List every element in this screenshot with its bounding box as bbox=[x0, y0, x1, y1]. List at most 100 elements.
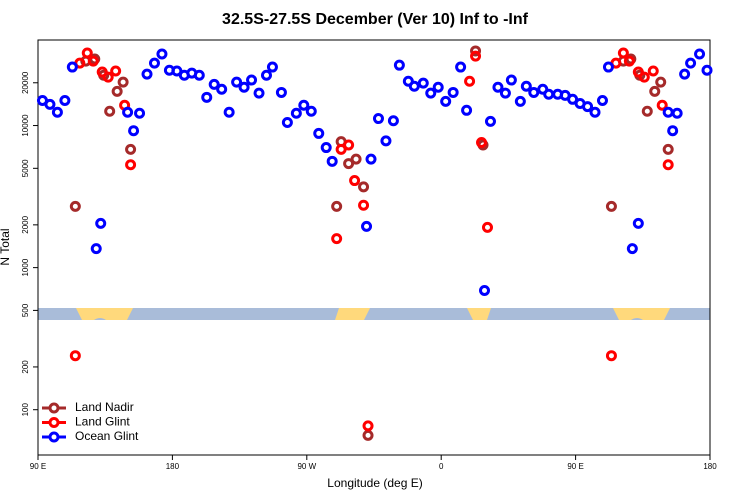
data-point bbox=[117, 76, 129, 88]
legend-label: Land Glint bbox=[75, 415, 130, 429]
data-point bbox=[662, 106, 674, 118]
data-point bbox=[51, 106, 63, 118]
data-point bbox=[266, 61, 278, 73]
data-point bbox=[87, 55, 99, 67]
data-point bbox=[326, 155, 338, 167]
data-point bbox=[589, 106, 601, 118]
data-point bbox=[246, 74, 258, 86]
data-point bbox=[671, 107, 683, 119]
data-point bbox=[499, 87, 511, 99]
data-point bbox=[623, 55, 635, 67]
data-point bbox=[408, 80, 420, 92]
data-point bbox=[461, 104, 473, 116]
data-point bbox=[69, 200, 81, 212]
data-point bbox=[111, 85, 123, 97]
data-point bbox=[358, 181, 370, 193]
data-point bbox=[632, 217, 644, 229]
data-point bbox=[104, 105, 116, 117]
y-tick-label: 1000 bbox=[21, 258, 30, 276]
data-point bbox=[626, 243, 638, 255]
y-tick-label: 5000 bbox=[21, 159, 30, 177]
data-point bbox=[44, 98, 56, 110]
data-point bbox=[662, 159, 674, 171]
data-point bbox=[685, 57, 697, 69]
data-point bbox=[193, 69, 205, 81]
x-axis-label: Longitude (deg E) bbox=[327, 476, 422, 490]
data-point bbox=[238, 81, 250, 93]
data-point bbox=[667, 125, 679, 137]
data-point bbox=[148, 57, 160, 69]
data-point bbox=[464, 75, 476, 87]
data-point bbox=[331, 200, 343, 212]
data-point bbox=[320, 142, 332, 154]
data-point bbox=[358, 199, 370, 211]
data-point bbox=[223, 106, 235, 118]
data-point bbox=[649, 85, 661, 97]
surface-strip bbox=[38, 308, 710, 320]
data-point bbox=[605, 200, 617, 212]
data-point bbox=[470, 45, 482, 57]
data-point bbox=[81, 47, 93, 59]
data-point bbox=[298, 99, 310, 111]
legend-marker bbox=[48, 402, 60, 414]
data-point bbox=[656, 99, 668, 111]
data-point bbox=[95, 217, 107, 229]
data-point bbox=[141, 68, 153, 80]
data-point bbox=[425, 87, 437, 99]
y-tick-label: 2000 bbox=[21, 215, 30, 233]
data-point bbox=[417, 77, 429, 89]
data-point bbox=[694, 48, 706, 60]
data-point bbox=[96, 66, 108, 78]
data-point bbox=[662, 143, 674, 155]
data-point bbox=[260, 69, 272, 81]
data-point bbox=[134, 107, 146, 119]
data-point bbox=[102, 71, 114, 83]
data-point bbox=[655, 76, 667, 88]
y-tick-label: 500 bbox=[21, 303, 30, 317]
x-tick-label: 180 bbox=[166, 462, 180, 471]
x-tick-label: 90 W bbox=[297, 462, 316, 471]
data-point bbox=[122, 106, 134, 118]
data-point bbox=[208, 78, 220, 90]
data-point bbox=[543, 88, 555, 100]
x-tick-label: 0 bbox=[439, 462, 444, 471]
data-point bbox=[514, 95, 526, 107]
data-point bbox=[290, 107, 302, 119]
y-tick-label: 20000 bbox=[21, 71, 30, 94]
data-point bbox=[361, 220, 373, 232]
y-tick-label: 100 bbox=[21, 402, 30, 416]
legend-marker bbox=[48, 431, 60, 443]
data-point bbox=[281, 117, 293, 129]
data-point bbox=[313, 127, 325, 139]
data-point bbox=[125, 159, 137, 171]
data-point bbox=[125, 143, 137, 155]
data-point bbox=[362, 420, 374, 432]
data-point bbox=[481, 221, 493, 233]
data-point bbox=[393, 59, 405, 71]
data-point bbox=[156, 48, 168, 60]
data-point bbox=[90, 243, 102, 255]
data-point bbox=[59, 95, 71, 107]
data-point bbox=[110, 65, 122, 77]
data-point bbox=[484, 115, 496, 127]
data-point bbox=[647, 65, 659, 77]
data-point bbox=[641, 105, 653, 117]
data-point bbox=[365, 153, 377, 165]
legend-marker bbox=[48, 417, 60, 428]
x-tick-label: 90 E bbox=[30, 462, 46, 471]
data-point bbox=[520, 80, 532, 92]
data-point bbox=[343, 158, 355, 170]
x-tick-label: 180 bbox=[703, 462, 717, 471]
data-point bbox=[350, 153, 362, 165]
data-point bbox=[201, 91, 213, 103]
data-point bbox=[387, 115, 399, 127]
data-point bbox=[605, 350, 617, 362]
data-point bbox=[128, 125, 140, 137]
y-tick-label: 10000 bbox=[21, 114, 30, 137]
data-point bbox=[305, 105, 317, 117]
data-point bbox=[701, 64, 713, 76]
data-point bbox=[372, 113, 384, 125]
data-point bbox=[349, 175, 361, 187]
plot-frame bbox=[37, 39, 711, 456]
